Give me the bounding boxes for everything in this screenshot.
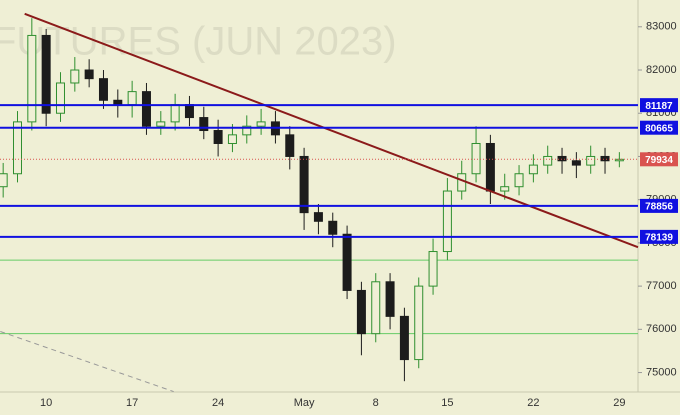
candle-body	[285, 134, 295, 157]
watermark: FUTURES (JUN 2023)	[0, 20, 397, 64]
last-price-tag	[640, 152, 678, 167]
candle-body	[27, 34, 37, 123]
level-tag	[640, 229, 678, 244]
level-label: 78856	[645, 202, 673, 213]
candle-body	[586, 155, 596, 166]
candle-body	[98, 78, 108, 101]
candle-body	[500, 186, 510, 192]
trendline	[24, 12, 639, 249]
candle-body	[485, 142, 495, 192]
candle-body	[414, 285, 424, 361]
level-label: 80665	[645, 123, 673, 134]
level-tag	[640, 198, 678, 213]
y-tick-label: 83000	[646, 21, 677, 33]
candle-body	[356, 289, 366, 335]
candle-body	[457, 173, 467, 192]
candle-body	[0, 173, 8, 188]
candle-body	[371, 281, 381, 335]
candle-body	[471, 142, 481, 175]
y-tick-label: 75000	[646, 366, 677, 378]
level-tag	[640, 98, 678, 113]
candle-body	[184, 104, 194, 119]
candle-body	[385, 281, 395, 317]
candle-body	[256, 121, 266, 127]
x-tick-label: 24	[212, 397, 224, 409]
candle-body	[328, 220, 338, 235]
candle-body	[199, 117, 209, 132]
candle-body	[514, 173, 524, 188]
candle-body	[399, 315, 409, 361]
candle-body	[84, 69, 94, 80]
candle-body	[428, 251, 438, 287]
last-price-label: 79934	[645, 155, 673, 166]
candle-body	[571, 160, 581, 166]
candle-body	[313, 212, 323, 222]
candle-body	[614, 158, 624, 162]
candle-body	[227, 134, 237, 144]
candle-body	[528, 164, 538, 175]
dashed-line	[0, 331, 174, 393]
candle-body	[113, 99, 123, 106]
candle-body	[242, 125, 252, 136]
candle-body	[127, 91, 137, 106]
candle-body	[55, 82, 65, 114]
candle-body	[543, 155, 553, 166]
y-tick-label: 76000	[646, 323, 677, 335]
level-label: 81187	[645, 101, 673, 112]
candle-body	[600, 155, 610, 162]
y-tick-label: 82000	[646, 64, 677, 76]
x-tick-label: 10	[40, 397, 52, 409]
candle-body	[170, 104, 180, 123]
candle-body	[41, 34, 51, 114]
level-tag	[640, 120, 678, 135]
candle-body	[342, 233, 352, 291]
x-tick-label: 29	[613, 397, 625, 409]
x-tick-label: 15	[441, 397, 453, 409]
candle-body	[442, 190, 452, 253]
candle-body	[12, 121, 22, 175]
x-tick-label: 8	[373, 397, 379, 409]
candle-body	[299, 155, 309, 214]
candle-body	[156, 121, 166, 127]
y-tick-label: 77000	[646, 280, 677, 292]
level-label: 78139	[645, 233, 673, 244]
x-tick-label: 17	[126, 397, 138, 409]
candle-body	[557, 155, 567, 162]
x-tick-label: May	[294, 397, 315, 409]
candle-body	[70, 69, 80, 84]
x-tick-label: 22	[527, 397, 539, 409]
candle-body	[141, 91, 151, 127]
candle-body	[213, 130, 223, 144]
